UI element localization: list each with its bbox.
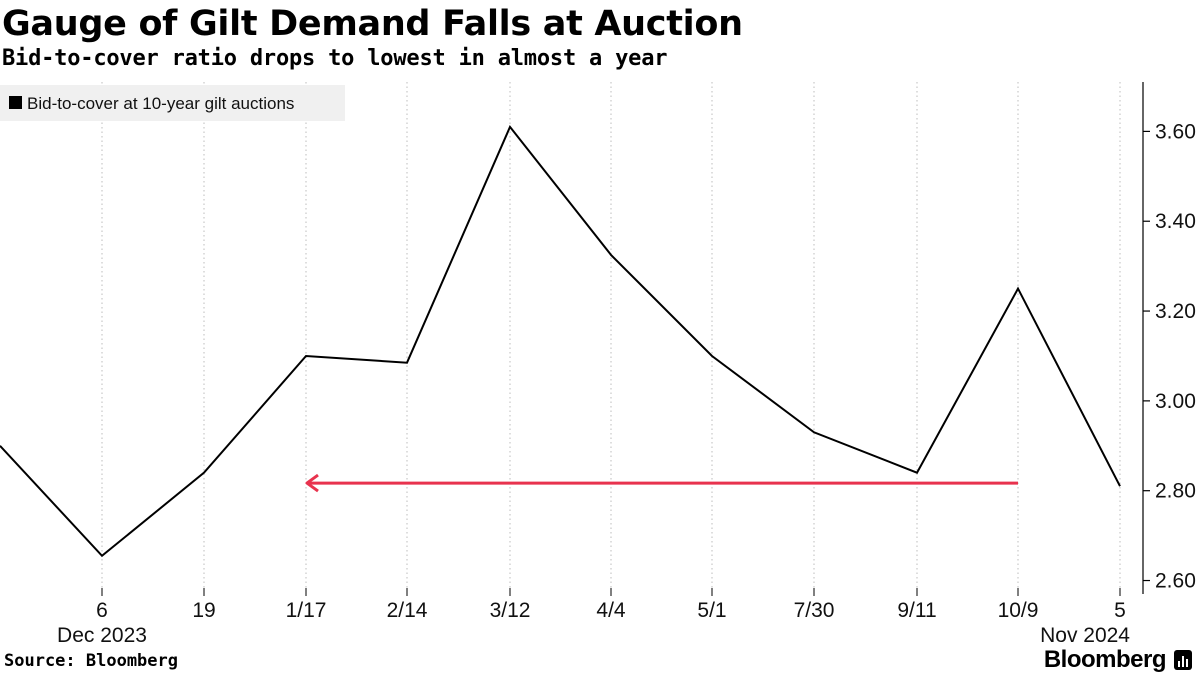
source-note: Source: Bloomberg bbox=[4, 651, 178, 671]
y-tick-label: 2.60 bbox=[1155, 570, 1196, 593]
x-tick-label: 10/9 bbox=[998, 599, 1039, 622]
grid-lines bbox=[101, 82, 1121, 594]
x-tick-label: 5 bbox=[1114, 599, 1126, 622]
annotations bbox=[305, 473, 1018, 493]
x-tick-label: 4/4 bbox=[596, 599, 626, 622]
y-tick-label: 3.60 bbox=[1155, 120, 1196, 143]
x-tick-label: 5/1 bbox=[697, 599, 726, 622]
legend-swatch bbox=[9, 96, 22, 109]
chart-title: Gauge of Gilt Demand Falls at Auction bbox=[2, 4, 743, 44]
x-sub-label-nov-2024: Nov 2024 bbox=[1040, 624, 1130, 647]
x-tick-label: 7/30 bbox=[794, 599, 835, 622]
x-tick-label: 6 bbox=[96, 599, 108, 622]
y-tick-label: 3.00 bbox=[1155, 390, 1196, 413]
y-axis: 2.60 2.80 3.00 3.20 3.40 3.60 bbox=[1143, 120, 1196, 593]
series-line bbox=[0, 124, 1121, 558]
legend-label: Bid-to-cover at 10-year gilt auctions bbox=[27, 94, 294, 113]
x-tick-label: 19 bbox=[192, 599, 215, 622]
x-tick-label: 9/11 bbox=[897, 599, 936, 622]
bloomberg-terminal-icon bbox=[1174, 650, 1192, 670]
y-tick-label: 3.40 bbox=[1155, 210, 1196, 233]
x-tick-label: 2/14 bbox=[387, 599, 428, 622]
arrow-head bbox=[305, 473, 319, 493]
y-tick-label: 3.20 bbox=[1155, 300, 1196, 323]
legend-box bbox=[0, 85, 345, 121]
x-tick-label: 1/17 bbox=[286, 599, 327, 622]
x-axis: 6 19 1/17 2/14 3/12 4/4 5/1 7/30 9/11 10/9 5 bbox=[96, 588, 1126, 622]
chart-subtitle: Bid-to-cover ratio drops to lowest in al… bbox=[2, 46, 668, 71]
x-tick-label: 3/12 bbox=[490, 599, 531, 622]
x-sub-label-dec-2023: Dec 2023 bbox=[57, 624, 147, 647]
series-group bbox=[0, 124, 1121, 558]
brand-logo-text: Bloomberg bbox=[1043, 646, 1167, 673]
y-tick-label: 2.80 bbox=[1155, 480, 1196, 503]
